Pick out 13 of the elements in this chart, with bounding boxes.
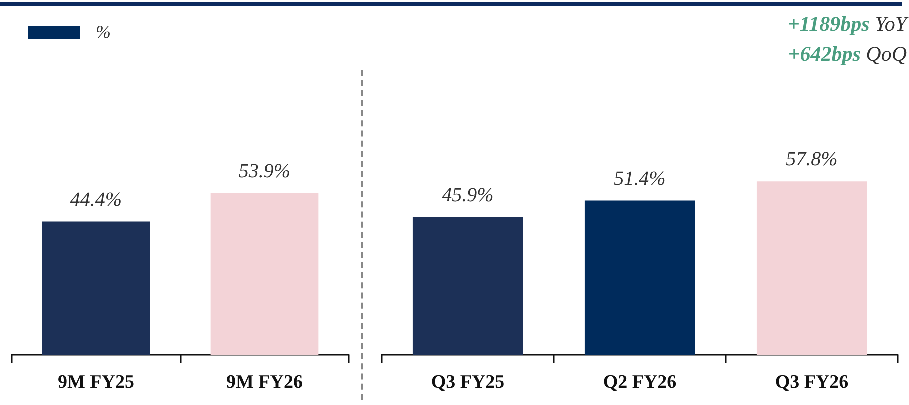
- text: +1189bps YoY: [788, 12, 907, 37]
- text: %: [96, 22, 111, 43]
- x-tick-label: 9M FY25: [58, 372, 135, 393]
- x-tick-label: Q2 FY26: [603, 372, 677, 393]
- data-label: 51.4%: [614, 168, 666, 190]
- data-label: 53.9%: [238, 160, 291, 182]
- x-tick-label: Q3 FY25: [431, 372, 505, 393]
- data-label: 45.9%: [442, 184, 494, 206]
- x-tick-label: 9M FY26: [226, 372, 304, 393]
- x-tick-label: Q3 FY26: [775, 372, 849, 393]
- text: +642bps QoQ: [788, 42, 907, 67]
- data-label: 57.8%: [786, 148, 838, 171]
- data-label: 44.4%: [70, 188, 122, 211]
